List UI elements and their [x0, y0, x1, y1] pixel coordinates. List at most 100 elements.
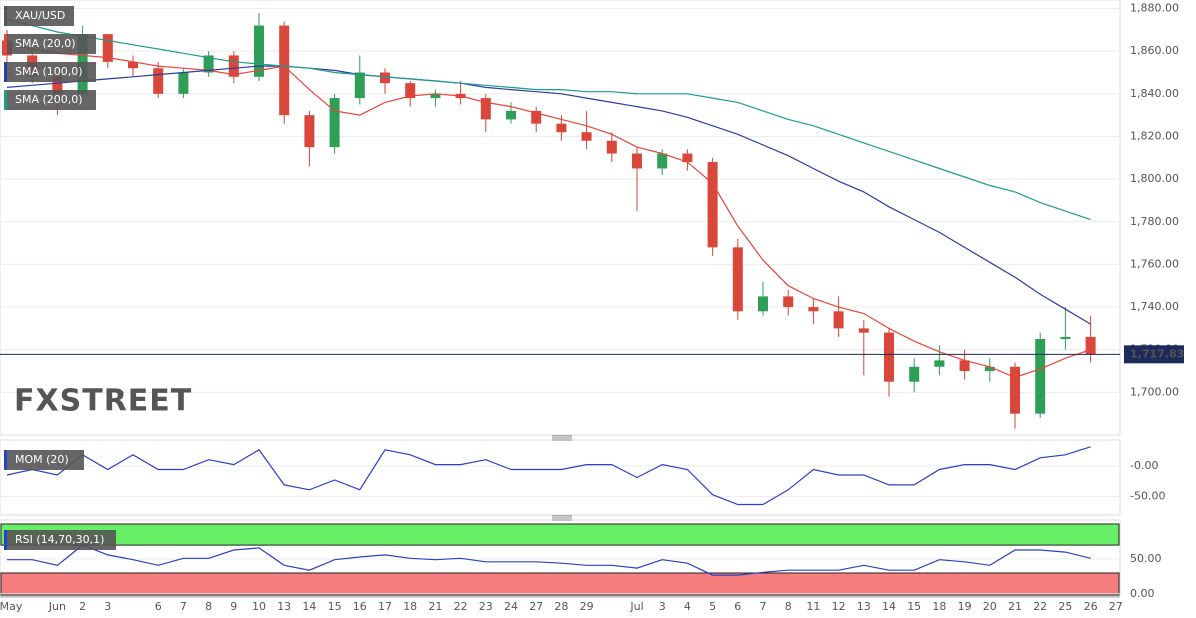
- main-panel: [0, 0, 1121, 436]
- legend-swatch: [4, 450, 7, 470]
- x-tick-label: 21: [428, 600, 442, 613]
- legend-box: [4, 530, 116, 550]
- candle-body: [1035, 339, 1046, 414]
- candle-body: [808, 307, 819, 312]
- candle-body: [52, 76, 63, 94]
- candle-body: [304, 115, 315, 148]
- candle-body: [833, 311, 844, 329]
- candle-body: [959, 360, 970, 372]
- x-tick-label: 18: [403, 600, 417, 613]
- x-tick-label: 16: [353, 600, 367, 613]
- x-tick-label: 15: [907, 600, 921, 613]
- x-tick-label: Jul: [629, 600, 643, 613]
- candle-body: [783, 296, 794, 308]
- legend-swatch: [4, 530, 7, 550]
- legend-label: RSI (14,70,30,1): [15, 533, 104, 546]
- candle-body: [1010, 366, 1020, 414]
- mom-panel: [0, 439, 1121, 516]
- x-tick-label: 3: [659, 600, 666, 613]
- candle-body: [657, 153, 668, 169]
- x-tick-label: 22: [454, 600, 468, 613]
- x-tick-label: Jun: [48, 600, 66, 613]
- candle-body: [153, 68, 164, 94]
- candle-body: [909, 366, 920, 382]
- candle-body: [178, 72, 189, 94]
- x-tick-label: 2: [79, 600, 86, 613]
- candle-body: [254, 25, 264, 77]
- candle-body: [380, 72, 390, 84]
- sma-line: [6, 18, 1091, 221]
- candle-body: [128, 61, 138, 69]
- y-tick-label: -50.00: [1130, 490, 1165, 503]
- y-tick-label: 1,780.00: [1130, 215, 1179, 228]
- legend-box: [4, 450, 84, 470]
- x-tick-label: 20: [983, 600, 997, 613]
- candle-body: [858, 328, 869, 333]
- x-tick-label: 28: [554, 600, 568, 613]
- x-tick-label: 12: [832, 600, 846, 613]
- legend-box: [4, 62, 96, 82]
- x-tick-label: 24: [504, 600, 518, 613]
- x-tick-label: 29: [580, 600, 594, 613]
- x-tick-label: May: [0, 600, 23, 613]
- candle-body: [984, 366, 995, 372]
- legend-box: [4, 34, 96, 54]
- candle-body: [884, 332, 894, 382]
- candle-body: [732, 247, 743, 312]
- candle-body: [556, 123, 567, 133]
- candle-body: [1060, 336, 1071, 340]
- candle-body: [480, 98, 491, 120]
- candle-body: [279, 25, 290, 116]
- watermark: FXSTREET: [14, 384, 192, 419]
- candle-body: [203, 55, 214, 73]
- x-tick-label: 7: [760, 600, 767, 613]
- candle-body: [581, 132, 592, 141]
- overbought-band: [0, 523, 1120, 546]
- x-tick-label: 13: [277, 600, 291, 613]
- candle-body: [682, 153, 693, 163]
- x-tick-label: 19: [958, 600, 972, 613]
- y-tick-label: 1,800.00: [1130, 172, 1179, 185]
- legend-label: SMA (100,0): [15, 65, 83, 78]
- candle-body: [707, 162, 718, 248]
- indicator-line: [6, 446, 1091, 506]
- x-tick-label: 26: [1084, 600, 1098, 613]
- x-tick-label: 6: [734, 600, 741, 613]
- x-tick-label: 15: [328, 600, 342, 613]
- y-tick-label: 1,840.00: [1130, 87, 1179, 100]
- candle-body: [329, 98, 340, 148]
- candle-body: [354, 72, 365, 99]
- x-tick-label: 7: [180, 600, 187, 613]
- x-tick-label: 27: [1109, 600, 1123, 613]
- x-tick-label: 14: [882, 600, 896, 613]
- y-tick-label: 0.00: [1130, 587, 1155, 600]
- y-tick-label: 1,740.00: [1130, 300, 1179, 313]
- panel-grip[interactable]: [552, 515, 572, 521]
- x-tick-label: 8: [205, 600, 212, 613]
- y-tick-label: 1,860.00: [1130, 44, 1179, 57]
- legend-swatch: [4, 6, 7, 26]
- y-tick-label: -0.00: [1130, 459, 1158, 472]
- candle-body: [405, 83, 416, 99]
- x-tick-label: 18: [932, 600, 946, 613]
- candle-body: [934, 360, 945, 367]
- legend-label: SMA (20,0): [15, 37, 76, 50]
- oversold-band: [0, 572, 1120, 596]
- y-tick-label: 1,700.00: [1130, 385, 1179, 398]
- y-tick-label: 50.00: [1130, 552, 1162, 565]
- x-tick-label: 27: [529, 600, 543, 613]
- x-tick-label: 5: [709, 600, 716, 613]
- x-tick-label: 25: [1058, 600, 1072, 613]
- x-tick-label: 21: [1008, 600, 1022, 613]
- panel-grip[interactable]: [552, 435, 572, 441]
- sma-line: [6, 44, 1091, 379]
- x-tick-label: 10: [252, 600, 266, 613]
- candle-body: [758, 296, 768, 312]
- x-tick-label: 4: [684, 600, 691, 613]
- x-tick-label: 17: [378, 600, 392, 613]
- candle-body: [430, 93, 441, 99]
- legend-swatch: [4, 34, 7, 54]
- candle-body: [606, 140, 617, 154]
- sma-line: [6, 65, 1091, 325]
